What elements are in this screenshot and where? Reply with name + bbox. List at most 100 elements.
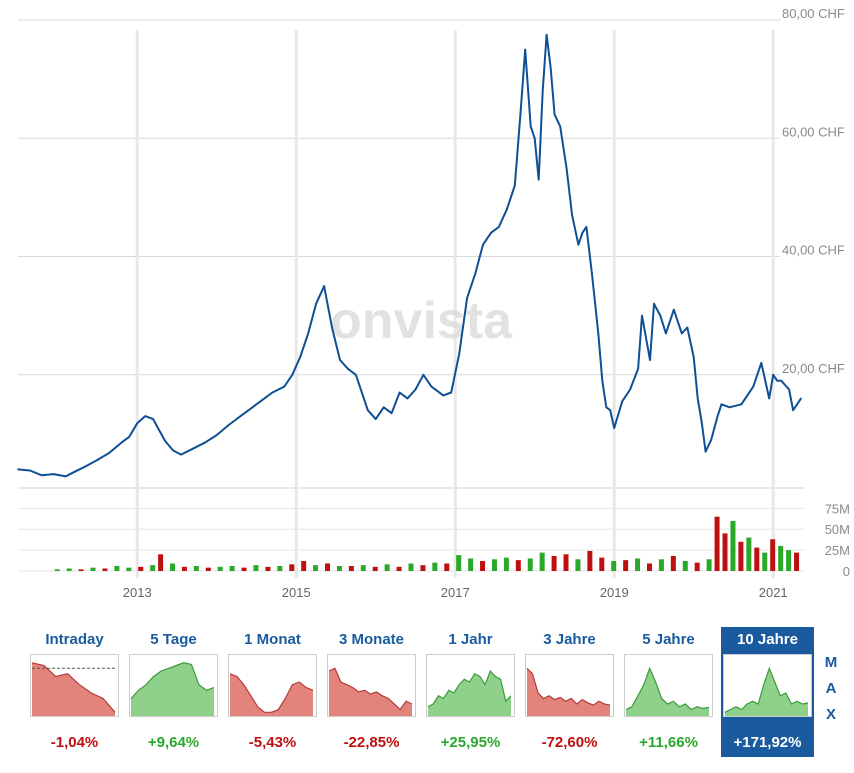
period-sparkline <box>723 654 812 717</box>
price-point <box>529 125 532 128</box>
price-point <box>609 409 612 412</box>
volume-bar <box>348 565 354 571</box>
volume-bar <box>114 565 120 571</box>
price-tick-label: 40,00 CHF <box>782 243 845 258</box>
price-point <box>164 440 166 442</box>
price-point <box>772 373 775 376</box>
watermark: onvista <box>330 292 513 350</box>
price-point <box>776 379 778 382</box>
price-point <box>752 385 755 388</box>
price-point <box>549 66 552 69</box>
price-point <box>686 326 689 329</box>
price-point <box>696 397 699 400</box>
volume-bar <box>658 559 664 571</box>
volume-bar <box>265 566 271 571</box>
volume-bar <box>150 565 156 571</box>
volume-axis-labels: 0 25M 50M 75M <box>825 501 850 579</box>
price-point <box>559 125 561 128</box>
period-tab-2[interactable]: 5 Tage +9,64% <box>127 627 220 757</box>
price-point <box>52 473 55 475</box>
price-point <box>653 303 655 305</box>
period-tab-1[interactable]: Intraday -1,04% <box>28 627 121 757</box>
volume-bar <box>408 563 414 571</box>
time-axis-labels: 2013 2015 2017 2019 2021 <box>123 585 788 600</box>
price-point <box>283 385 286 388</box>
max-letter[interactable]: X <box>825 706 836 723</box>
price-point <box>514 184 516 187</box>
price-point <box>251 406 254 409</box>
sparkline-area <box>32 662 115 716</box>
price-point <box>728 406 731 409</box>
period-tab-3[interactable]: 1 Monat -5,43% <box>226 627 319 757</box>
volume-bar <box>515 560 521 571</box>
price-point <box>629 388 631 391</box>
volume-bar <box>432 562 438 571</box>
sparkline-line <box>130 662 215 699</box>
price-point <box>263 397 266 400</box>
price-point <box>315 303 317 305</box>
sparkline-line <box>724 666 809 713</box>
price-point <box>128 436 131 438</box>
price-point <box>482 243 484 246</box>
price-point <box>17 468 19 471</box>
volume-bar <box>646 563 652 571</box>
volume-bar <box>313 565 319 571</box>
price-tick-label: 20,00 CHF <box>782 361 845 376</box>
price-point <box>541 90 544 92</box>
volume-bar <box>539 552 545 571</box>
period-change: -5,43% <box>248 734 297 751</box>
volume-bar <box>384 564 390 571</box>
period-sparkline <box>525 654 614 717</box>
period-tab-5[interactable]: 1 Jahr +25,95% <box>424 627 517 757</box>
sparkline-area <box>329 668 412 716</box>
price-point <box>621 400 623 403</box>
volume-bar <box>456 555 462 571</box>
volume-bar <box>217 566 223 571</box>
price-point <box>581 232 584 234</box>
volume-bar <box>325 563 331 571</box>
period-tab-8[interactable]: 10 Jahre +171,92% <box>721 627 814 757</box>
price-point <box>780 379 782 382</box>
volume-tick-label: 25M <box>825 543 850 558</box>
max-letter[interactable]: M <box>824 654 838 671</box>
period-selector: Intraday -1,04% 5 Tage +9,64% 1 Monat -5,43% 3… <box>28 627 828 763</box>
price-point <box>637 368 639 370</box>
sparkline-line <box>526 667 611 706</box>
price-point <box>649 359 651 361</box>
price-point <box>398 391 401 394</box>
price-point <box>716 415 719 417</box>
volume-bar <box>694 562 700 571</box>
price-point <box>215 434 218 436</box>
price-point <box>591 273 593 276</box>
year-tick-label: 2019 <box>600 585 629 600</box>
sparkline-area <box>725 668 808 716</box>
price-tick-label: 60,00 CHF <box>782 124 845 139</box>
price-point <box>422 373 425 376</box>
price-point <box>700 421 703 423</box>
volume-bar <box>277 565 283 571</box>
max-letter[interactable]: A <box>825 680 837 697</box>
price-point <box>41 474 43 477</box>
price-tick-label: 80,00 CHF <box>782 6 845 21</box>
volume-bar <box>491 559 497 571</box>
period-tab-6[interactable]: 3 Jahre -72,60% <box>523 627 616 757</box>
price-point <box>673 308 675 311</box>
volume-bar <box>635 558 641 571</box>
price-point <box>605 406 608 409</box>
sparkline-area <box>230 673 313 716</box>
sparkline-area <box>428 671 511 716</box>
period-change: -22,85% <box>343 734 400 751</box>
price-point <box>323 285 325 287</box>
period-label: 5 Tage <box>150 631 197 648</box>
price-point <box>565 167 568 169</box>
price-point <box>450 391 453 394</box>
price-series <box>17 33 802 478</box>
price-point <box>792 409 794 412</box>
period-label: 5 Jahre <box>642 631 695 648</box>
period-tab-7[interactable]: 5 Jahre +11,66% <box>622 627 715 757</box>
period-tab-4[interactable]: 3 Monate -22,85% <box>325 627 418 757</box>
price-point <box>760 362 763 364</box>
price-point <box>490 232 492 234</box>
sparkline-line <box>427 669 512 708</box>
